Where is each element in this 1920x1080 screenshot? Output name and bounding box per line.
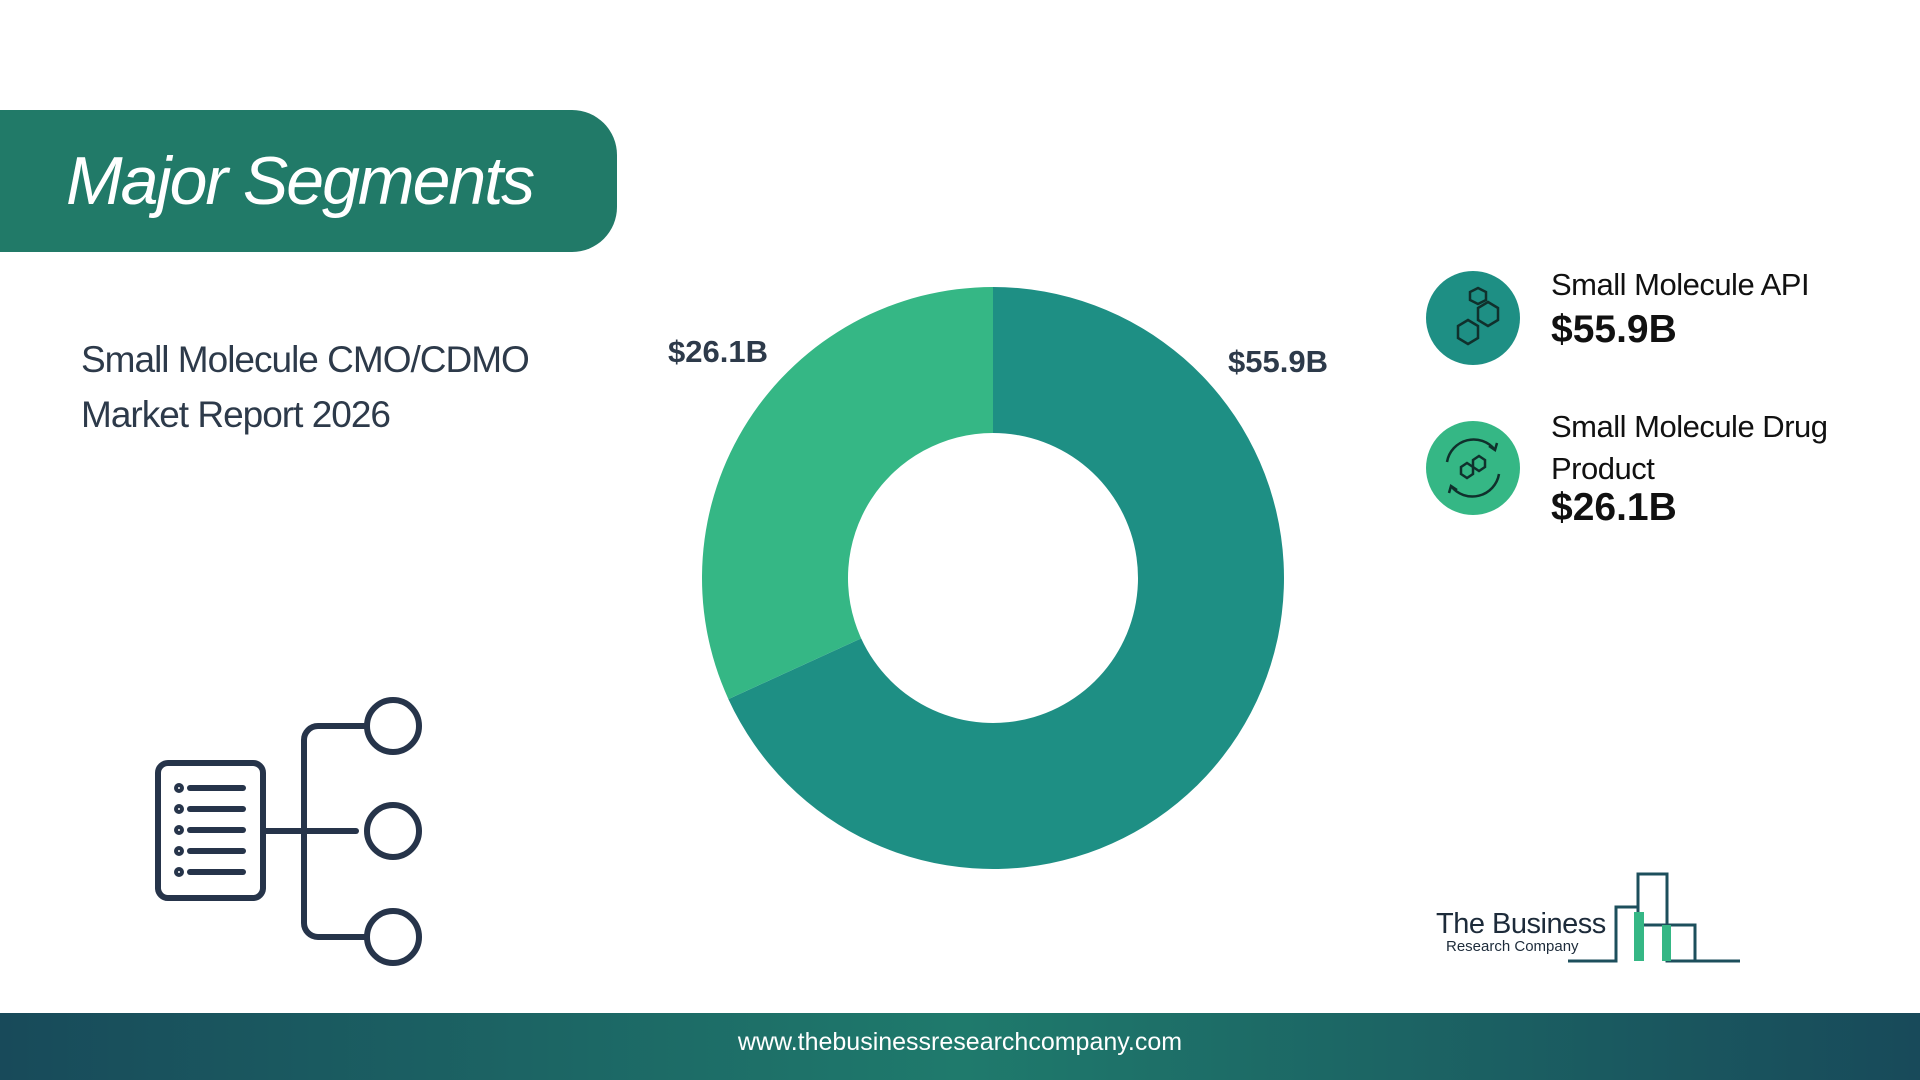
donut-segment <box>728 287 1284 869</box>
footer-bar <box>0 1013 1920 1080</box>
data-label: $55.9B <box>1228 344 1328 379</box>
legend-value: $55.9B <box>1551 308 1677 351</box>
header-banner <box>0 110 617 252</box>
data-label: $26.1B <box>668 334 768 369</box>
legend-icon-bg <box>1426 271 1520 365</box>
molecule-icon <box>1456 286 1500 346</box>
footer-url[interactable]: www.thebusinessresearchcompany.com <box>737 1028 1183 1056</box>
legend-value: $26.1B <box>1551 486 1677 529</box>
subtitle: Small Molecule CMO/CDMO Market Report 20… <box>81 339 530 435</box>
logo-subtext: Research Company <box>1446 938 1579 955</box>
legend-name: Small Molecule API <box>1551 267 1810 302</box>
logo-text: The Business <box>1436 908 1606 940</box>
legend-name: Small Molecule Drug Product <box>1551 409 1828 486</box>
header-title: Major Segments <box>66 143 535 219</box>
logo-mark <box>1568 872 1740 963</box>
donut-segment <box>701 287 993 700</box>
process-icon <box>1445 438 1501 498</box>
segments-icon <box>155 697 422 966</box>
